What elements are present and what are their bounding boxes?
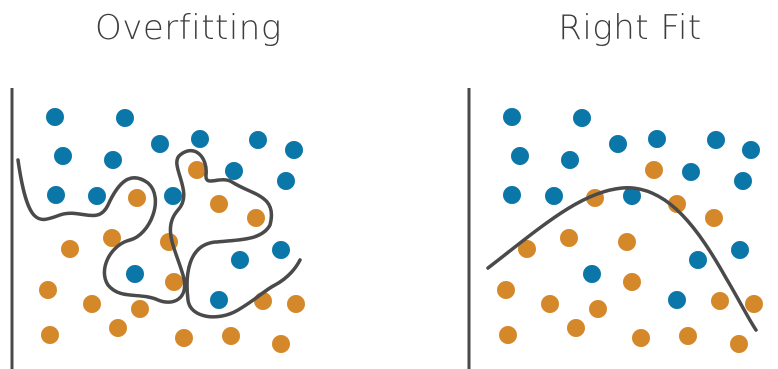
overfitting-orange-point bbox=[61, 240, 79, 258]
overfitting-orange-point bbox=[247, 209, 265, 227]
overfitting-orange-point bbox=[272, 335, 290, 353]
overfitting-blue-point bbox=[164, 187, 182, 205]
overfitting-orange-point bbox=[39, 281, 57, 299]
overfitting-panel bbox=[10, 88, 305, 369]
overfitting-orange-point bbox=[103, 229, 121, 247]
right-fit-blue-point bbox=[734, 172, 752, 190]
right-fit-blue-point bbox=[623, 187, 641, 205]
overfitting-points bbox=[39, 108, 305, 353]
right-fit-blue-point bbox=[731, 241, 749, 259]
overfitting-blue-point bbox=[126, 265, 144, 283]
right-fit-blue-point bbox=[609, 135, 627, 153]
right-fit-orange-point bbox=[632, 329, 650, 347]
right-fit-points bbox=[497, 108, 763, 353]
overfitting-orange-point bbox=[109, 319, 127, 337]
overfitting-orange-point bbox=[128, 189, 146, 207]
overfitting-blue-point bbox=[46, 108, 64, 126]
overfitting-orange-point bbox=[41, 326, 59, 344]
right-fit-blue-point bbox=[511, 147, 529, 165]
overfitting-blue-point bbox=[249, 131, 267, 149]
overfitting-orange-point bbox=[210, 195, 228, 213]
overfitting-blue-point bbox=[191, 130, 209, 148]
right-fit-blue-point bbox=[561, 151, 579, 169]
right-fit-blue-point bbox=[742, 141, 760, 159]
overfitting-title: Overfitting bbox=[95, 8, 282, 48]
right-fit-orange-point bbox=[618, 233, 636, 251]
overfitting-orange-point bbox=[222, 327, 240, 345]
overfitting-blue-point bbox=[54, 147, 72, 165]
right-fit-orange-point bbox=[567, 319, 585, 337]
overfitting-blue-point bbox=[47, 186, 65, 204]
overfitting-blue-point bbox=[104, 151, 122, 169]
right-fit-orange-point bbox=[497, 281, 515, 299]
right-fit-orange-point bbox=[730, 335, 748, 353]
right-fit-orange-point bbox=[705, 209, 723, 227]
right-fit-blue-point bbox=[689, 251, 707, 269]
overfitting-orange-point bbox=[287, 295, 305, 313]
overfitting-blue-point bbox=[225, 162, 243, 180]
overfitting-blue-point bbox=[277, 172, 295, 190]
right-fit-orange-point bbox=[499, 326, 517, 344]
overfitting-blue-point bbox=[231, 251, 249, 269]
right-fit-blue-point bbox=[503, 186, 521, 204]
overfitting-orange-point bbox=[83, 295, 101, 313]
right-fit-blue-point bbox=[648, 130, 666, 148]
right-fit-title: Right Fit bbox=[558, 8, 702, 48]
overfitting-blue-point bbox=[116, 109, 134, 127]
right-fit-blue-point bbox=[668, 291, 686, 309]
right-fit-blue-point bbox=[503, 108, 521, 126]
right-fit-orange-point bbox=[645, 161, 663, 179]
overfitting-orange-point bbox=[131, 300, 149, 318]
right-fit-orange-point bbox=[518, 240, 536, 258]
overfitting-boundary-curve bbox=[16, 148, 302, 319]
overfitting-blue-point bbox=[272, 241, 290, 259]
overfitting-blue-point bbox=[210, 291, 228, 309]
right-fit-orange-point bbox=[541, 295, 559, 313]
right-fit-orange-point bbox=[668, 195, 686, 213]
right-fit-orange-point bbox=[711, 292, 729, 310]
overfitting-orange-point bbox=[165, 273, 183, 291]
right-fit-blue-point bbox=[545, 187, 563, 205]
overfitting-orange-point bbox=[175, 329, 193, 347]
right-fit-boundary-curve bbox=[486, 186, 758, 332]
right-fit-blue-point bbox=[573, 109, 591, 127]
overfitting-blue-point bbox=[285, 141, 303, 159]
overfitting-blue-point bbox=[88, 187, 106, 205]
right-fit-panel bbox=[467, 88, 763, 369]
right-fit-orange-point bbox=[623, 273, 641, 291]
right-fit-orange-point bbox=[745, 295, 763, 313]
right-fit-orange-point bbox=[679, 327, 697, 345]
right-fit-blue-point bbox=[707, 131, 725, 149]
right-fit-blue-point bbox=[682, 163, 700, 181]
right-fit-blue-point bbox=[583, 265, 601, 283]
right-fit-orange-point bbox=[560, 229, 578, 247]
overfitting-blue-point bbox=[151, 135, 169, 153]
overfitting-orange-point bbox=[188, 161, 206, 179]
right-fit-orange-point bbox=[589, 300, 607, 318]
